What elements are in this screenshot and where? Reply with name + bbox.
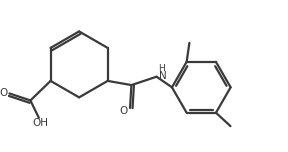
- Text: OH: OH: [33, 118, 49, 128]
- Text: O: O: [0, 88, 7, 98]
- Text: N: N: [158, 71, 166, 81]
- Text: O: O: [120, 106, 128, 116]
- Text: H: H: [158, 64, 165, 73]
